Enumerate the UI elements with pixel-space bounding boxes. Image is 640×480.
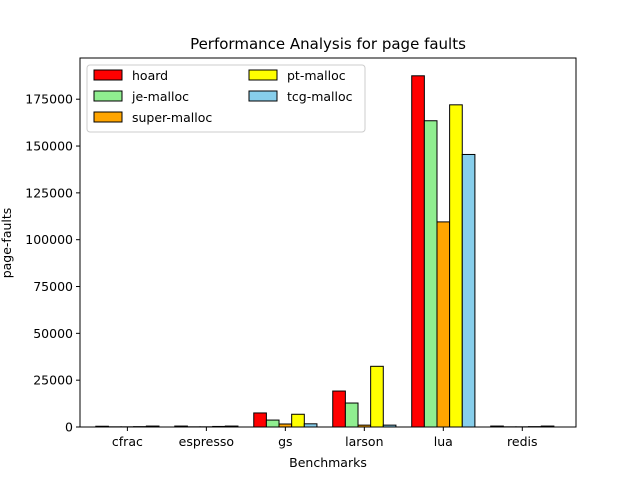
y-axis-label: page-faults	[0, 208, 14, 279]
legend-swatch-tcg-malloc	[248, 90, 278, 102]
x-tick-label-cfrac: cfrac	[112, 434, 143, 449]
x-tick-label-redis: redis	[507, 434, 537, 449]
y-axis: 0 25000 50000 75000 100000 125000 150000 175000	[25, 92, 80, 435]
bars-group	[95, 75, 555, 428]
bar-hoard-gs	[253, 412, 267, 428]
bar-hoard-larson	[332, 390, 346, 428]
x-tick-label-larson: larson	[345, 434, 383, 449]
x-axis: cfrac espresso gs larson lua redis	[112, 427, 538, 449]
bar-super-malloc-lua	[436, 221, 451, 428]
bar-tcg-malloc-lua	[461, 153, 476, 428]
x-tick-label-espresso: espresso	[179, 434, 234, 449]
y-tick-label: 25000	[33, 373, 73, 388]
bar-je-malloc-lua	[423, 120, 438, 428]
bar-pt-malloc-gs	[291, 413, 305, 428]
bar-je-malloc-larson	[344, 402, 359, 428]
x-tick-label-gs: gs	[278, 434, 292, 449]
plot-frame	[79, 57, 577, 428]
legend-label-tcg-malloc: tcg-malloc	[287, 89, 353, 104]
legend-swatch-pt-malloc	[248, 69, 278, 81]
y-tick-label: 150000	[25, 139, 73, 154]
legend-swatch-hoard	[93, 69, 123, 81]
legend: hoard je-malloc super-malloc pt-malloc tcg-m…	[86, 64, 366, 133]
legend-swatch-super-malloc	[93, 111, 123, 123]
y-tick-label: 175000	[25, 92, 73, 107]
chart-title: Performance Analysis for page faults	[190, 35, 466, 53]
bar-hoard-lua	[411, 75, 425, 428]
x-tick-label-lua: lua	[434, 434, 453, 449]
y-tick-label: 0	[65, 420, 73, 435]
x-axis-label: Benchmarks	[289, 455, 367, 470]
y-tick-label: 50000	[33, 326, 73, 341]
legend-label-pt-malloc: pt-malloc	[287, 68, 346, 83]
legend-label-super-malloc: super-malloc	[132, 110, 212, 125]
y-tick-label: 75000	[33, 279, 73, 294]
bar-je-malloc-gs	[265, 419, 280, 428]
y-tick-label: 125000	[25, 185, 73, 200]
legend-label-je-malloc: je-malloc	[131, 89, 189, 104]
legend-swatch-je-malloc	[93, 90, 123, 102]
bar-pt-malloc-larson	[370, 365, 384, 428]
legend-box	[86, 64, 366, 133]
y-tick-label: 100000	[25, 232, 73, 247]
legend-label-hoard: hoard	[132, 68, 168, 83]
bar-pt-malloc-lua	[449, 104, 463, 428]
